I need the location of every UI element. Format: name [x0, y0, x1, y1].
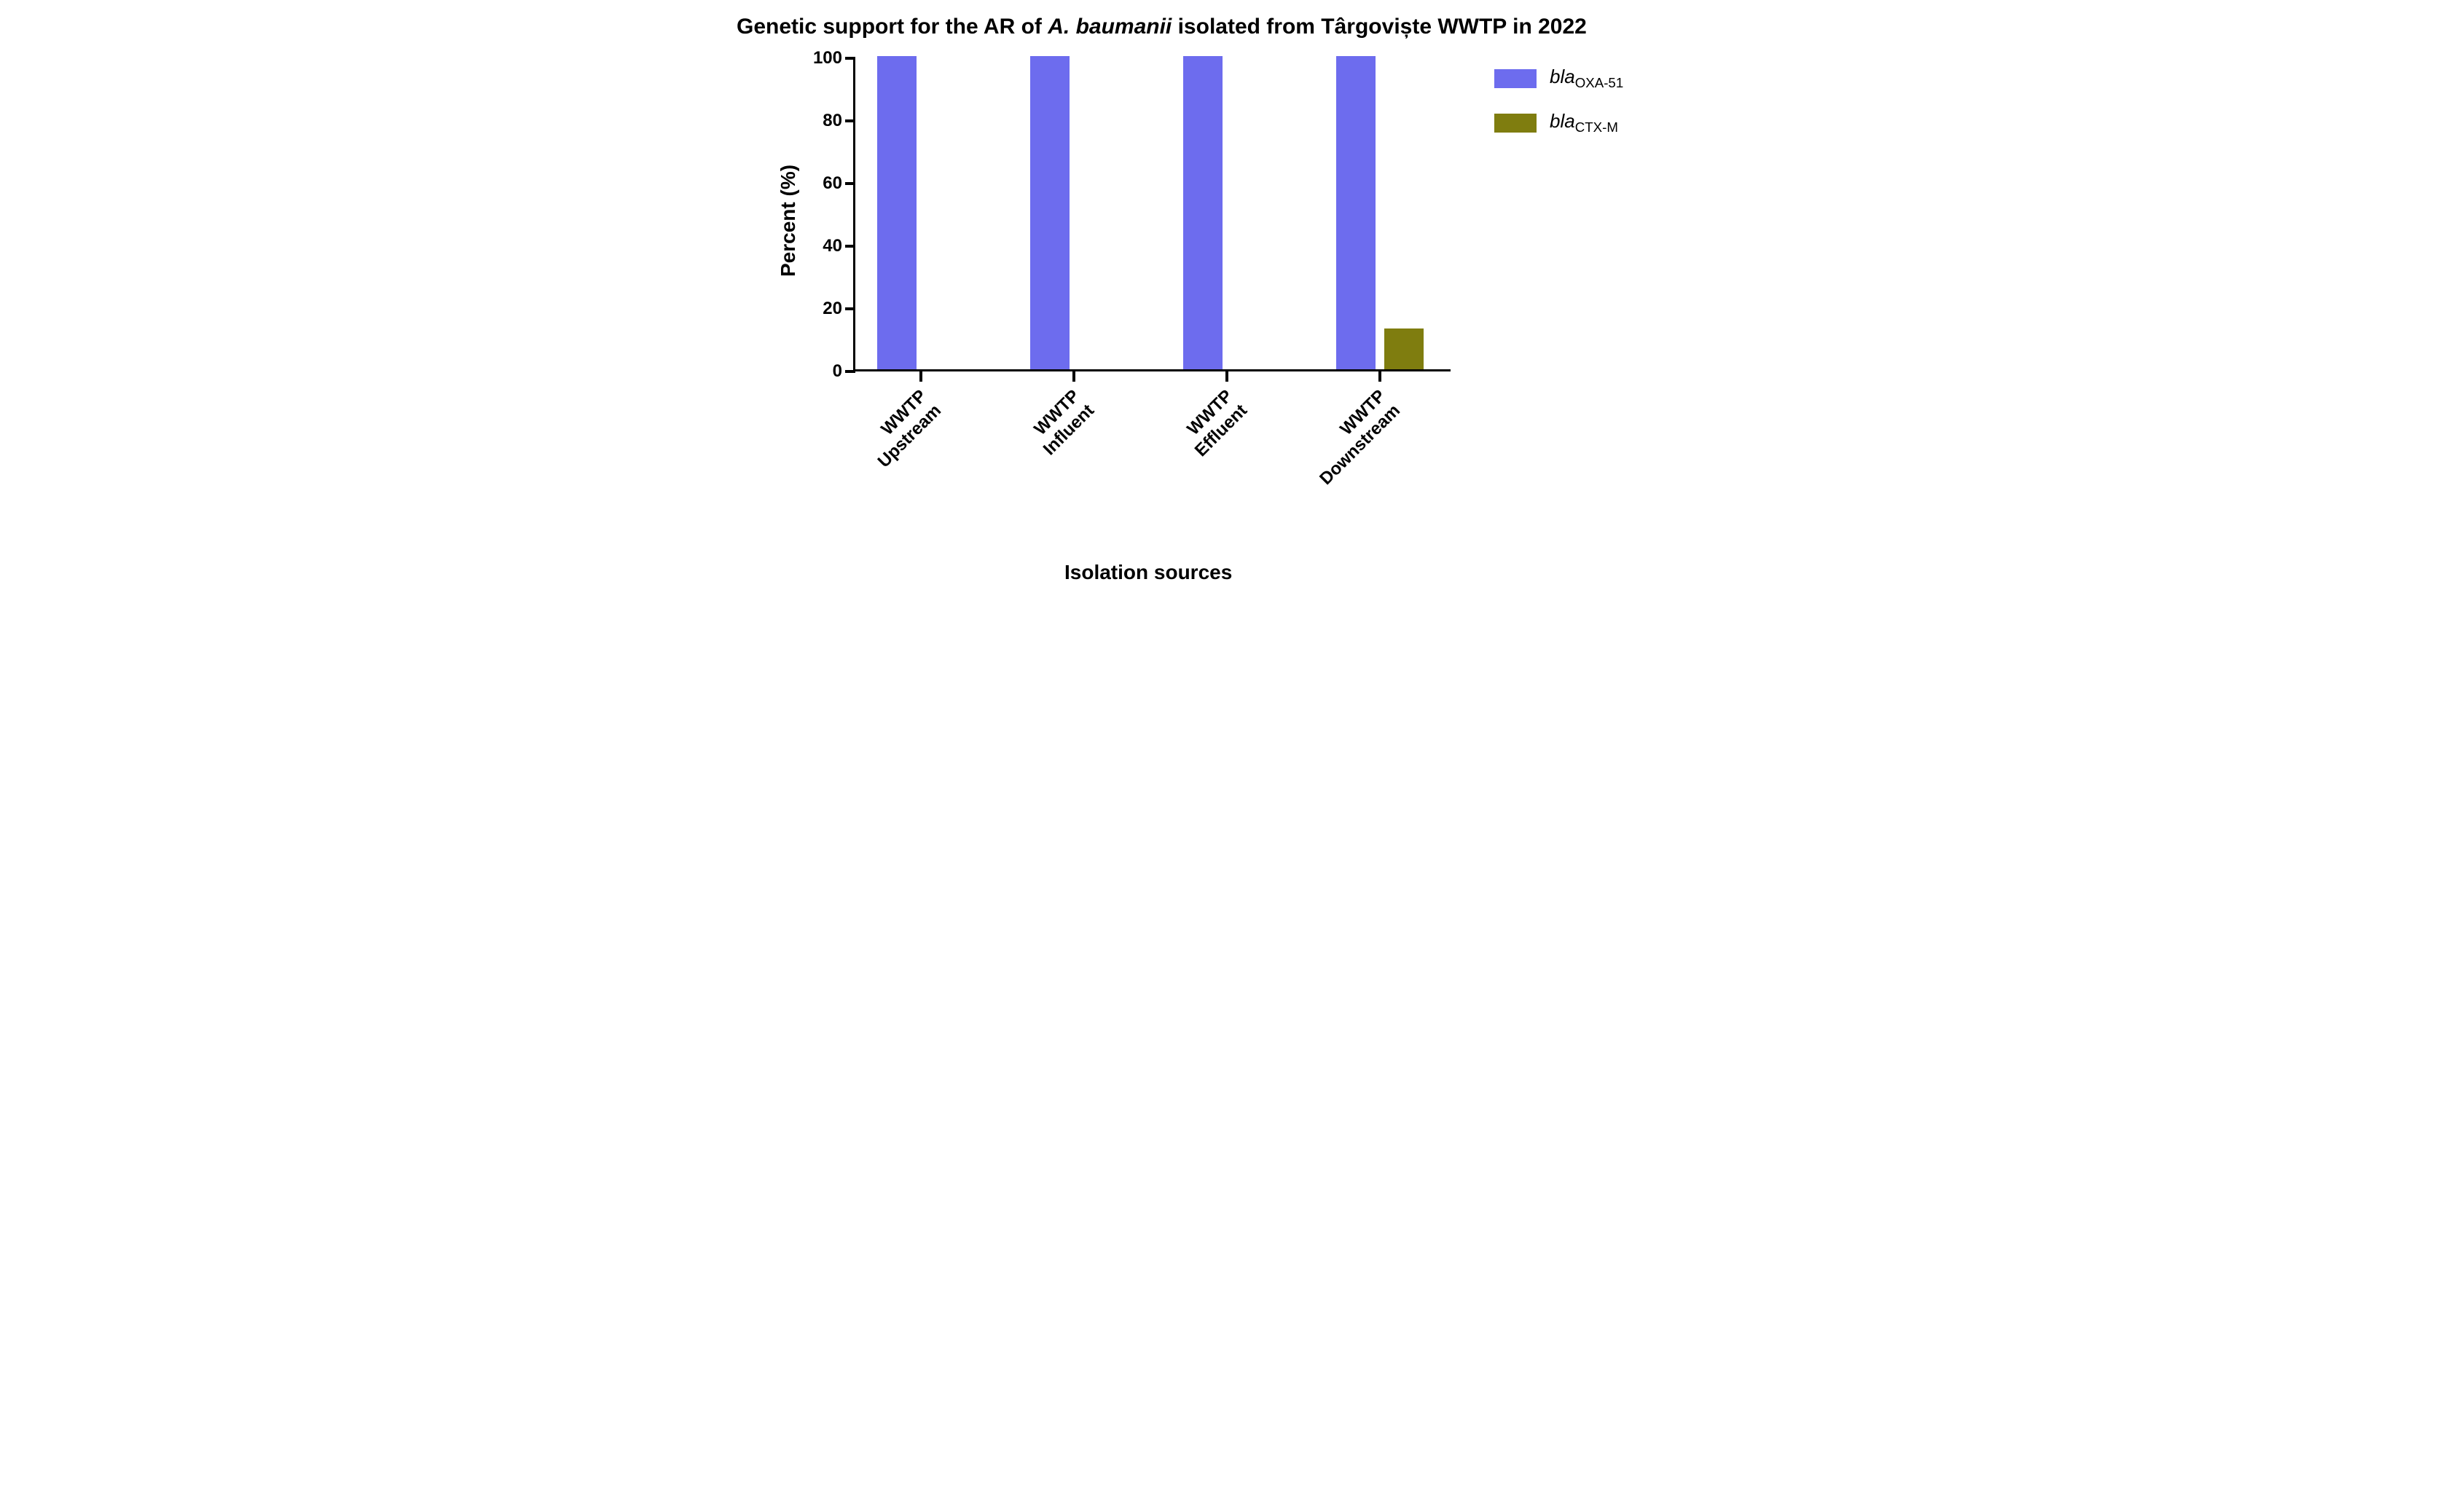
chart-container: Genetic support for the AR of A. baumani…	[722, 15, 1742, 641]
x-axis-label: Isolation sources	[1064, 561, 1232, 584]
legend-item: blaOXA-51	[1494, 66, 1623, 91]
bar	[1384, 328, 1424, 369]
y-tick-label: 60	[823, 173, 842, 194]
y-axis-label: Percent (%)	[777, 165, 800, 277]
title-suffix: isolated from Târgoviște WWTP in 2022	[1172, 15, 1587, 39]
bar	[1030, 56, 1070, 369]
y-tick-label: 0	[833, 361, 842, 382]
bar	[1183, 56, 1223, 369]
chart-title: Genetic support for the AR of A. baumani…	[737, 15, 1587, 39]
legend-label: blaCTX-M	[1550, 110, 1618, 135]
x-tick-mark	[1378, 371, 1381, 382]
x-tick-mark	[919, 371, 922, 382]
y-tick-mark	[845, 307, 855, 310]
title-prefix: Genetic support for the AR of	[737, 15, 1048, 39]
legend-swatch	[1494, 114, 1537, 133]
y-tick-label: 40	[823, 236, 842, 256]
y-tick-mark	[845, 57, 855, 60]
y-tick-label: 80	[823, 111, 842, 131]
bar	[877, 56, 917, 369]
legend: blaOXA-51 blaCTX-M	[1494, 66, 1623, 154]
legend-swatch	[1494, 69, 1537, 88]
legend-item: blaCTX-M	[1494, 110, 1623, 135]
bar	[1336, 56, 1376, 369]
y-tick-mark	[845, 182, 855, 185]
legend-label: blaOXA-51	[1550, 66, 1623, 91]
plot-area: 020406080100WWTPUpstreamWWTPInfluentWWTP…	[853, 58, 1451, 371]
y-tick-mark	[845, 245, 855, 248]
y-tick-mark	[845, 370, 855, 373]
title-italic: A. baumanii	[1048, 15, 1172, 39]
x-tick-mark	[1072, 371, 1075, 382]
y-tick-label: 20	[823, 299, 842, 319]
y-tick-label: 100	[813, 48, 842, 68]
x-tick-mark	[1225, 371, 1228, 382]
y-tick-mark	[845, 119, 855, 122]
